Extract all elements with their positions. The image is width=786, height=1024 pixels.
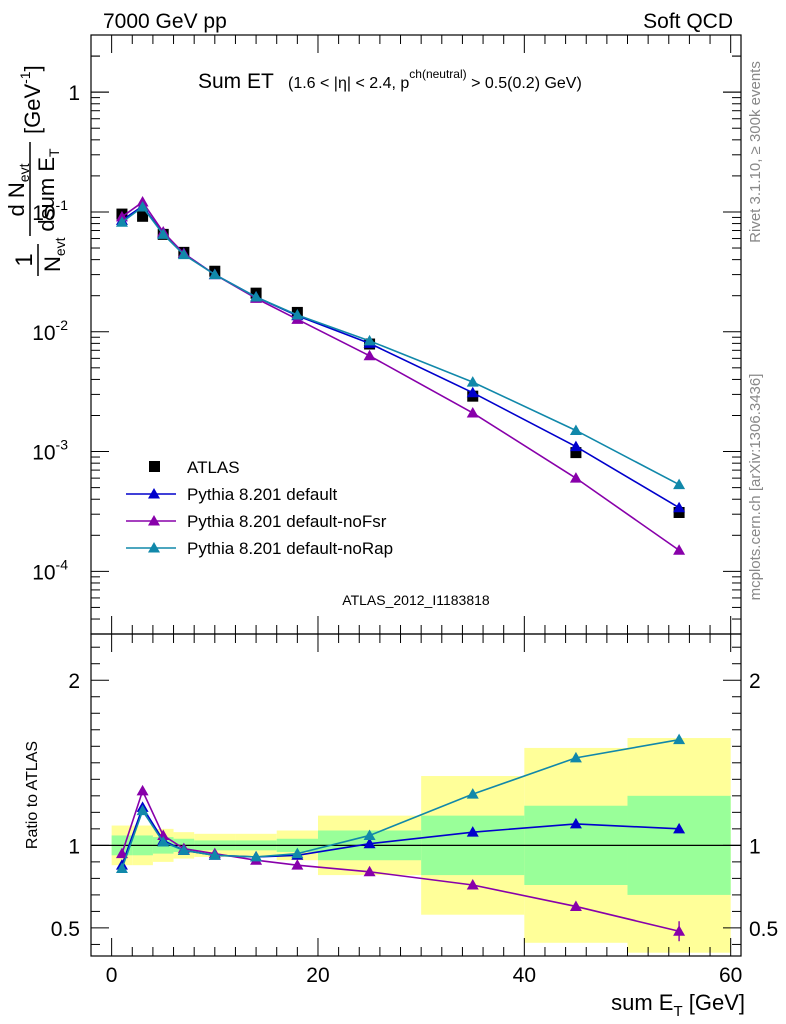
rivet-version-label: Rivet 3.1.10, ≥ 300k events [747, 61, 764, 243]
data-point-mc [569, 424, 582, 435]
x-tick-label: 0 [106, 964, 118, 987]
ratio-y-tick-label-left: 0.5 [51, 918, 80, 941]
y-title-one: 1 [11, 253, 38, 266]
legend-marker-mc [148, 515, 160, 526]
data-point-atlas [673, 506, 685, 518]
ratio-point [363, 829, 376, 840]
data-point-mc [363, 334, 376, 346]
mcplots-reference-label: mcplots.cern.ch [arXiv:1306.3436] [747, 374, 764, 601]
y-title-unit: [GeV-1] [17, 65, 45, 134]
legend-entry: Pythia 8.201 default-noFsr [187, 512, 387, 531]
legend-marker-atlas [149, 461, 160, 472]
data-point-mc [466, 376, 479, 387]
legend-entry: Pythia 8.201 default-noRap [187, 539, 393, 558]
main-panel: Sum ET (1.6 < |η| < 2.4, pch(neutral) > 0… [4, 34, 742, 635]
data-point-mc [673, 544, 686, 555]
ratio-point [136, 804, 149, 816]
ratio-point [250, 850, 263, 862]
data-point-mc [466, 386, 479, 398]
analysis-watermark: ATLAS_2012_I1183818 [342, 592, 490, 608]
ratio-point [291, 847, 304, 859]
x-tick-label: 20 [306, 964, 329, 987]
ratio-y-tick-label-left: 1 [68, 835, 80, 858]
ratio-point [115, 847, 128, 859]
ratio-point [466, 826, 479, 837]
data-point-mc [673, 478, 686, 490]
ratio-y-tick-label-right: 1 [749, 835, 761, 858]
data-point-mc [291, 309, 304, 320]
ratio-point [673, 822, 686, 834]
y-tick-label: 10-1 [32, 197, 68, 225]
data-point-mc [363, 349, 376, 361]
x-tick-label: 60 [719, 964, 742, 987]
data-point-mc [115, 216, 128, 227]
y-tick-label: 10-4 [32, 556, 68, 584]
data-point-mc [136, 201, 149, 212]
data-point-mc [466, 406, 479, 418]
ratio-y-tick-label-right: 0.5 [749, 918, 778, 941]
y-title-numerator: d Nevt [4, 163, 32, 216]
y-tick-label: 10-3 [32, 437, 68, 465]
ratio-point [136, 784, 149, 796]
data-point-mc [177, 248, 190, 260]
y-axis-title: 1 Nevt d Nevt dsum ET [GeV-1] [4, 65, 68, 276]
legend-entry: ATLAS [187, 458, 240, 477]
ratio-point [673, 733, 686, 745]
ratio-point [569, 751, 582, 763]
data-point-mc [569, 440, 582, 452]
data-point-mc [157, 228, 170, 239]
ratio-point [466, 788, 479, 799]
plot-title-detail: (1.6 < |η| < 2.4, pch(neutral) > 0.5(0.2… [288, 67, 582, 92]
header-energy-label: 7000 GeV pp [103, 10, 227, 33]
data-point-mc [115, 210, 128, 222]
ratio-point [291, 859, 304, 870]
ratio-y-tick-label-right: 2 [749, 670, 761, 693]
series-line-3 [121, 205, 680, 486]
ratio-y-tick-label-left: 2 [68, 670, 80, 693]
x-tick-label: 40 [513, 964, 536, 987]
ratio-frame [90, 633, 742, 957]
data-point-mc [673, 501, 686, 513]
ratio-point [363, 837, 376, 849]
ratio-point [115, 862, 128, 873]
legend-marker-mc [148, 488, 160, 499]
ratio-point [208, 849, 221, 860]
data-point-mc [250, 291, 263, 302]
legend-entry: Pythia 8.201 default [187, 485, 338, 504]
ratio-point [466, 878, 479, 890]
header-process-label: Soft QCD [643, 10, 733, 33]
ratio-point [363, 865, 376, 877]
ratio-point [157, 836, 170, 847]
y-title-denominator: dsum ET [34, 148, 62, 232]
ratio-point [177, 844, 190, 855]
legend-marker-mc [148, 542, 160, 553]
data-point-atlas [570, 447, 582, 459]
ratio-y-axis-title: Ratio to ATLAS [24, 741, 41, 849]
y-tick-label: 10-2 [32, 317, 68, 345]
y-title-nevt: Nevt [40, 237, 68, 272]
x-axis-title: sum ET [GeV] [611, 990, 745, 1020]
data-point-atlas [137, 210, 149, 222]
plot-title: Sum ET [198, 70, 274, 93]
data-point-mc [569, 472, 582, 483]
y-tick-label: 1 [68, 82, 80, 105]
ratio-point [569, 817, 582, 829]
data-point-mc [208, 268, 221, 280]
ratio-point [569, 900, 582, 911]
